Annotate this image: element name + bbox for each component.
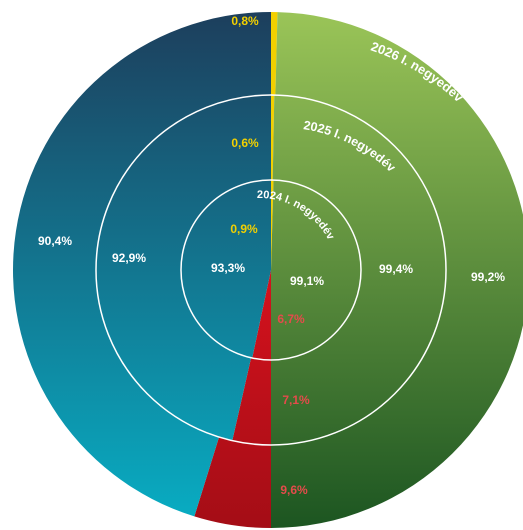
label-2026-yellow: 0,8% bbox=[231, 14, 259, 28]
label-2024-blue: 93,3% bbox=[211, 261, 245, 275]
slice-2026-red bbox=[194, 437, 271, 528]
ring-separator-1 bbox=[180, 179, 362, 361]
label-2024-green: 99,1% bbox=[290, 274, 324, 288]
label-2025-red: 7,1% bbox=[282, 393, 310, 407]
label-2025-green: 99,4% bbox=[379, 262, 413, 276]
label-2026-blue: 90,4% bbox=[38, 234, 72, 248]
slice-2024-yellow bbox=[271, 180, 274, 270]
data-labels: 0,8% 90,4% 99,2% 9,6% 0,6% 92,9% 99,4% 7… bbox=[38, 14, 505, 497]
slice-2026-blue bbox=[13, 12, 272, 517]
slice-2025-green bbox=[271, 95, 447, 445]
slice-2025-red bbox=[232, 357, 271, 445]
slice-2025-yellow bbox=[271, 95, 275, 181]
ring-separators bbox=[95, 94, 447, 446]
slice-2026-green bbox=[271, 12, 523, 528]
slice-2025-blue bbox=[96, 95, 271, 441]
label-2026-red: 9,6% bbox=[280, 483, 308, 497]
slice-2026-yellow bbox=[271, 12, 278, 96]
label-2025-blue: 92,9% bbox=[112, 251, 146, 265]
ring-separator-2 bbox=[95, 94, 447, 446]
slices-layer bbox=[13, 12, 523, 528]
slice-2024-blue bbox=[181, 180, 271, 359]
label-2024-yellow: 0,9% bbox=[230, 222, 258, 236]
slice-2024-green bbox=[271, 180, 362, 360]
label-2025-yellow: 0,6% bbox=[231, 136, 259, 150]
label-2026-green: 99,2% bbox=[471, 270, 505, 284]
label-2024-red: 6,7% bbox=[277, 312, 305, 326]
slice-2024-red bbox=[252, 270, 271, 360]
